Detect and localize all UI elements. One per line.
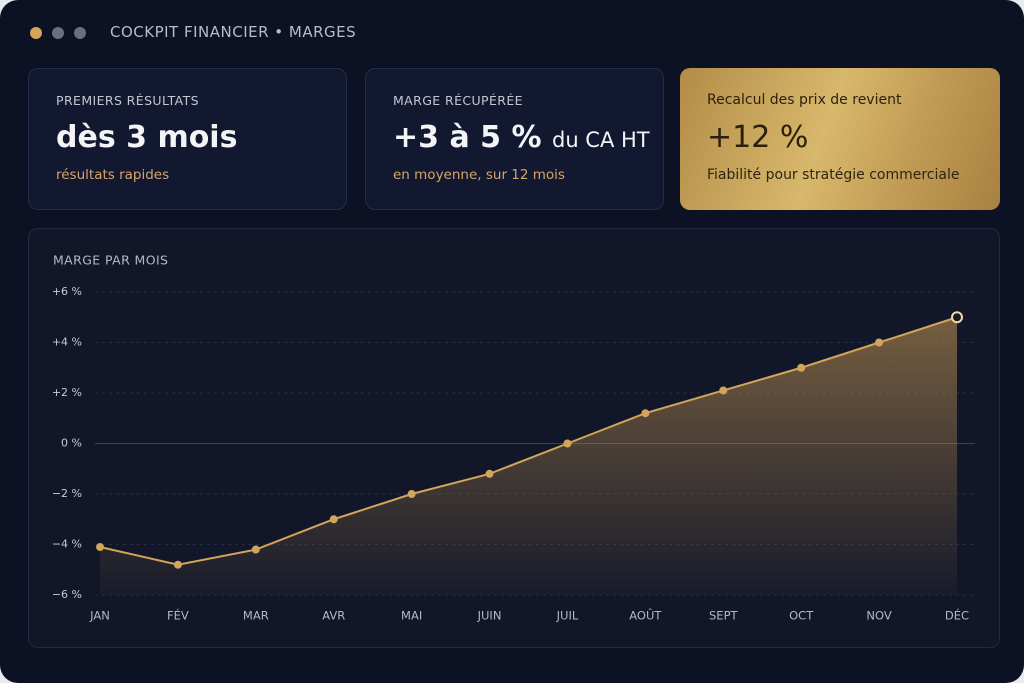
y-tick-label: +2 % [52, 386, 82, 399]
data-point [951, 311, 963, 324]
card-note: résultats rapides [56, 167, 170, 183]
kpi-card: Recalcul des prix de revient +12 % Fiabi… [680, 68, 1000, 210]
kpi-card: PREMIERS RÉSULTATS dès 3 mois résultats … [28, 68, 347, 210]
card-label: MARGE RÉCUPÉRÉE [393, 93, 523, 108]
card-label: Recalcul des prix de revient [707, 92, 902, 108]
data-point [641, 409, 650, 418]
y-tick-label: −2 % [52, 487, 82, 500]
card-value: +12 % [707, 120, 809, 155]
card-value-row: +3 à 5 % du CA HT [393, 120, 663, 155]
x-tick-label: MAI [401, 609, 422, 623]
card-note: en moyenne, sur 12 mois [393, 167, 565, 183]
x-tick-label: NOV [866, 609, 891, 623]
window-dot[interactable] [52, 27, 64, 39]
data-point [173, 560, 182, 569]
x-tick-label: JAN [89, 609, 110, 623]
card-label: PREMIERS RÉSULTATS [56, 93, 200, 108]
x-tick-label: FÉV [167, 608, 189, 623]
card-note: Fiabilité pour stratégie commerciale [707, 167, 960, 183]
y-tick-label: −4 % [52, 538, 82, 551]
y-tick-label: 0 % [61, 437, 82, 450]
data-point [251, 545, 260, 554]
y-tick-label: +4 % [52, 336, 82, 349]
window-dot[interactable] [74, 27, 86, 39]
card-value: dès 3 mois [56, 120, 238, 155]
window-dot[interactable] [30, 27, 42, 39]
chart-title: MARGE PAR MOIS [53, 253, 168, 268]
data-point [485, 469, 494, 478]
card-value: +3 à 5 % [393, 120, 542, 155]
line [99, 316, 958, 566]
data-point [797, 363, 806, 372]
card-suffix: du CA HT [551, 128, 650, 152]
data-point [719, 386, 728, 395]
x-tick-label: SEPT [709, 609, 739, 623]
kpi-card: MARGE RÉCUPÉRÉE +3 à 5 % du CA HT en moy… [365, 68, 664, 210]
y-tick-label: −6 % [52, 588, 82, 601]
window-title: COCKPIT FINANCIER • MARGES [110, 23, 357, 41]
x-tick-label: JUIL [556, 609, 579, 623]
data-point [875, 338, 884, 347]
data-point [329, 515, 338, 524]
x-tick-label: AVR [322, 609, 345, 623]
x-tick-label: DÉC [945, 608, 969, 623]
area-fill [100, 317, 957, 595]
x-tick-label: JUIN [477, 609, 502, 623]
data-point [96, 543, 104, 552]
data-point [407, 490, 416, 498]
data-point [563, 439, 572, 448]
x-tick-label: AOÛT [629, 608, 662, 623]
x-tick-label: OCT [789, 609, 814, 623]
x-tick-label: MAR [243, 609, 269, 623]
y-tick-label: +6 % [52, 285, 82, 298]
